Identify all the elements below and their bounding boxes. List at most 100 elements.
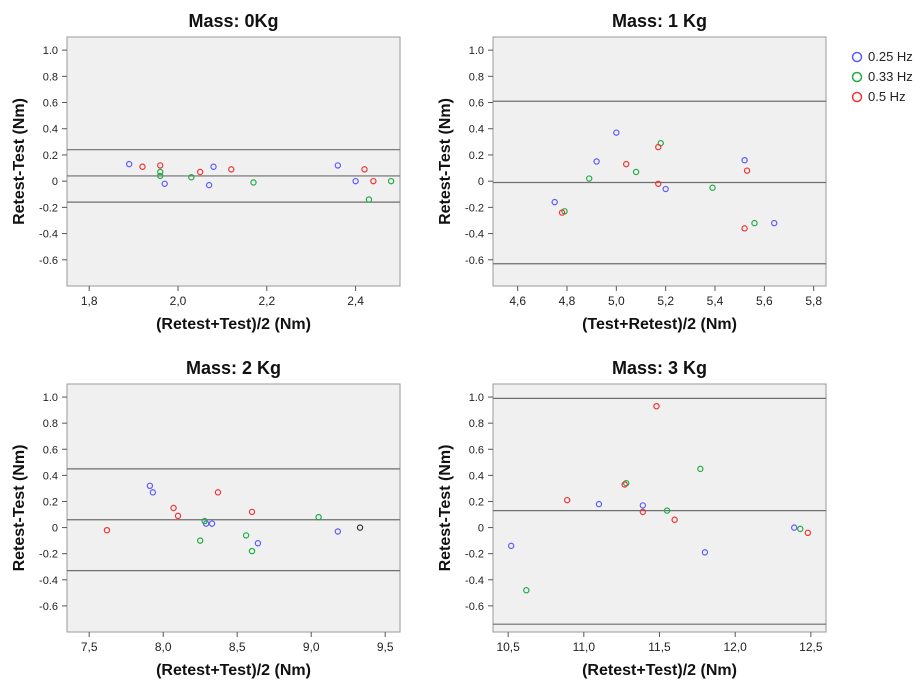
data-point <box>558 209 566 216</box>
legend-label: 0.33 Hz <box>868 69 913 84</box>
y-tick-label: 1.0 <box>43 45 58 57</box>
data-point <box>334 528 342 535</box>
chart-panel-3: Mass: 2 Kg -0.6 -0.4 -0.2 0 0.2 0.4 0.6 0.8 1.0 7,… <box>11 358 401 679</box>
data-point <box>653 402 660 410</box>
data-point <box>671 516 678 523</box>
y-tick-label: 0.4 <box>469 470 484 482</box>
y-tick-label: 0.8 <box>469 71 484 83</box>
data-point <box>248 508 256 516</box>
data-point <box>201 517 208 525</box>
y-tick-label: -0.6 <box>465 255 484 267</box>
x-tick-label: 1,8 <box>81 294 98 308</box>
data-point <box>655 143 662 151</box>
y-tick-label: 0.8 <box>43 418 58 430</box>
data-point <box>188 174 195 181</box>
data-point <box>161 180 168 187</box>
data-point <box>791 524 798 531</box>
y-tick-label: 0.4 <box>469 124 484 136</box>
chart-panel-1: Mass: 0Kg -0.6 -0.4 -0.2 0 0.2 0.4 0.6 0.8 1.0 1,8… <box>11 11 401 333</box>
y-tick-label: 0.6 <box>469 444 484 456</box>
x-axis-label: (Retest+Test)/2 (Nm) <box>156 662 311 679</box>
x-tick-label: 2,0 <box>170 294 187 308</box>
legend-label: 0.5 Hz <box>868 89 906 104</box>
y-axis-label: Retest-Test (Nm) <box>437 98 454 225</box>
y-tick-label: 0.2 <box>469 150 484 162</box>
data-point <box>125 160 133 168</box>
data-point <box>254 540 262 547</box>
y-tick-label: 0 <box>478 176 484 188</box>
data-point <box>208 520 216 527</box>
x-tick-label: 10,5 <box>496 640 520 654</box>
y-tick-label: -0.6 <box>39 601 58 613</box>
y-tick-label: -0.4 <box>39 229 58 241</box>
data-point <box>139 163 146 170</box>
chart-title: Mass: 2 Kg <box>186 358 281 378</box>
data-point <box>370 177 377 185</box>
data-point <box>365 196 373 203</box>
legend-marker <box>851 91 863 103</box>
y-tick-label: -0.2 <box>39 202 58 214</box>
data-point <box>804 529 812 537</box>
chart-panel-4: Mass: 3 Kg -0.6 -0.4 -0.2 0 0.2 0.4 0.6 0.8 1.0 10… <box>437 358 827 679</box>
data-point <box>523 587 530 594</box>
y-tick-label: 0.4 <box>43 470 58 482</box>
x-tick-label: 2,2 <box>258 294 275 308</box>
y-axis-label: Retest-Test (Nm) <box>11 98 28 225</box>
data-point <box>334 162 342 169</box>
x-tick-label: 9,0 <box>303 640 320 654</box>
data-point <box>157 172 164 180</box>
x-tick-label: 4,8 <box>559 294 576 308</box>
data-point <box>613 129 620 136</box>
y-tick-label: -0.2 <box>465 549 484 561</box>
data-point <box>205 181 213 189</box>
plot-area <box>492 383 827 633</box>
y-tick-label: -0.6 <box>39 255 58 267</box>
data-point <box>621 481 628 488</box>
x-axis-label: (Retest+Test)/2 (Nm) <box>582 662 737 679</box>
data-point <box>242 532 250 539</box>
data-point <box>663 507 671 514</box>
y-tick-label: 1.0 <box>43 392 58 404</box>
y-tick-label: 1.0 <box>469 45 484 57</box>
data-point <box>563 496 571 504</box>
y-tick-label: 0.6 <box>469 98 484 110</box>
y-tick-label: 0.4 <box>43 124 58 136</box>
chart-title: Mass: 3 Kg <box>612 358 707 378</box>
data-point <box>352 177 359 185</box>
x-tick-label: 5,4 <box>707 294 724 308</box>
y-tick-label: 0.2 <box>469 496 484 508</box>
data-point <box>751 219 758 227</box>
x-tick-label: 12,5 <box>799 640 823 654</box>
chart-title: Mass: 1 Kg <box>612 11 707 31</box>
x-tick-label: 8,5 <box>229 640 246 654</box>
data-point <box>248 547 256 555</box>
data-point <box>551 198 558 206</box>
x-tick-label: 11,0 <box>573 640 596 654</box>
data-point <box>771 219 778 227</box>
data-point <box>170 504 177 512</box>
x-tick-label: 11,5 <box>648 640 671 654</box>
x-tick-label: 5,8 <box>805 294 822 308</box>
data-point <box>655 180 662 187</box>
data-point <box>146 482 154 490</box>
x-tick-label: 12,0 <box>724 640 748 654</box>
x-tick-label: 8,0 <box>155 640 172 654</box>
x-axis-label: (Retest+Test)/2 (Nm) <box>156 316 311 333</box>
y-tick-label: 0.2 <box>43 150 58 162</box>
y-tick-label: -0.6 <box>465 601 484 613</box>
y-tick-label: -0.2 <box>465 202 484 214</box>
data-point <box>315 513 322 521</box>
data-point <box>595 500 603 508</box>
data-point <box>632 168 640 176</box>
data-point <box>593 158 600 165</box>
data-point <box>149 489 157 496</box>
legend-marker <box>851 51 863 63</box>
data-point <box>157 168 164 176</box>
data-point <box>586 175 593 182</box>
x-tick-label: 2,4 <box>347 294 364 308</box>
x-tick-label: 9,5 <box>377 640 394 654</box>
plot-area <box>66 383 401 633</box>
data-point <box>361 166 368 173</box>
data-point <box>228 166 235 173</box>
